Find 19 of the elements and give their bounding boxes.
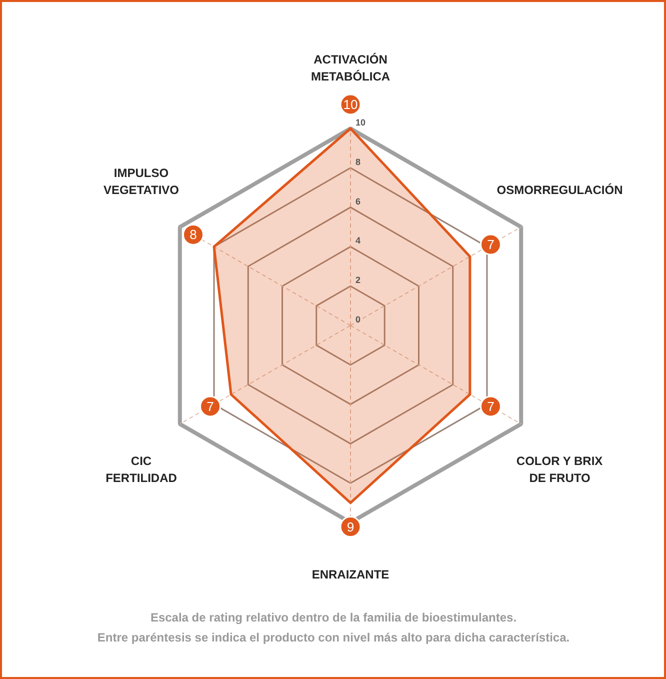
spoke-label: COLOR Y BRIX DE FRUTO	[516, 454, 603, 485]
data-label: 9	[346, 519, 354, 534]
text: Escala de rating relativo dentro de la familia de bioestimulantes.	[150, 610, 517, 624]
y-tick-label: 0	[356, 314, 361, 324]
spoke-label: OSMORREGULACIÓN	[496, 183, 623, 197]
data-label: 7	[487, 237, 494, 252]
y-tick-label: 10	[356, 118, 366, 128]
spoke-label: ACTIVACIÓN METABÓLICA	[310, 52, 390, 84]
y-tick-label: 4	[356, 236, 361, 246]
data-label: 7	[487, 398, 494, 414]
y-tick-label: 2	[356, 275, 361, 286]
data-label: 7	[206, 398, 214, 414]
spoke-label: IMPULSO VEGETATIVO	[103, 166, 180, 197]
spoke-label: CIC FERTILIDAD	[106, 454, 178, 485]
y-tick-label: 6	[356, 196, 361, 206]
text: Entre paréntesis se indica el producto con nivel más alto para dicha característica.	[97, 630, 570, 644]
data-label: 8	[190, 227, 197, 242]
y-tick-label: 8	[356, 156, 361, 167]
spoke-label: ENRAIZANTE	[312, 568, 390, 582]
